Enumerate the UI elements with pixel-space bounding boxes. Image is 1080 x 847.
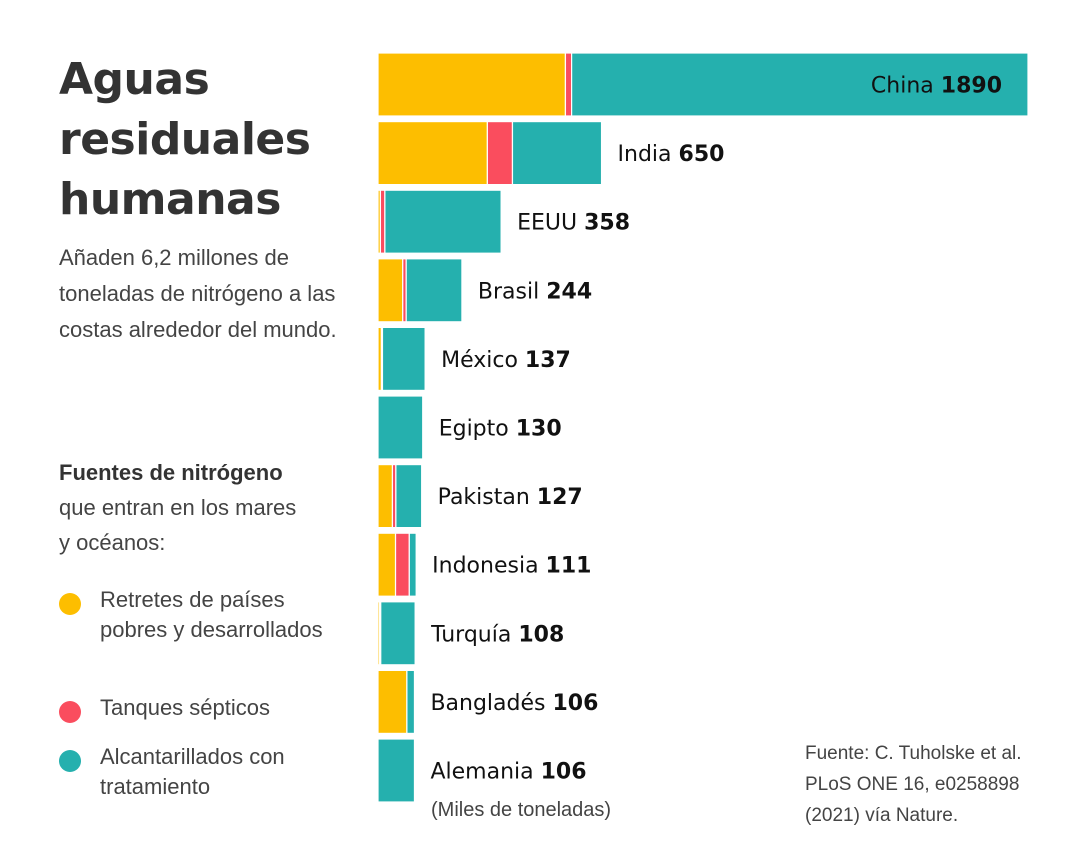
bar-value: 244	[546, 279, 592, 304]
sources-description: que entran en los mares y océanos:	[59, 495, 297, 555]
bar-segment	[571, 52, 1029, 117]
bar-label-text: EEUU 358	[517, 211, 630, 236]
bar-segment	[377, 532, 397, 597]
unit-note: (Miles de toneladas)	[431, 799, 612, 821]
bar-group	[377, 258, 463, 323]
title-line: residuales	[59, 114, 311, 165]
bar-label: Indonesia	[432, 554, 545, 579]
bar-group	[377, 189, 502, 254]
left-panel: Aguas residuales humanas Añaden 6,2 mill…	[59, 50, 359, 348]
bar-label-text: Turquía 108	[430, 622, 564, 647]
bar-value: 1890	[941, 74, 1002, 99]
bar-group	[377, 52, 1029, 117]
bar-label: India	[618, 142, 679, 167]
bar-segment	[377, 258, 404, 323]
bar-value: 127	[537, 485, 583, 510]
bar-group	[377, 738, 416, 803]
bar-label-text: Pakistan 127	[438, 485, 583, 510]
bar-group	[377, 120, 603, 186]
bar-segment	[408, 532, 417, 597]
bar-segment	[486, 120, 514, 186]
source-line: PLoS ONE 16, e0258898	[805, 774, 1020, 795]
bar-group	[377, 601, 416, 666]
bar-value: 106	[552, 691, 598, 716]
bar-label: Bangladés	[430, 691, 552, 716]
bar-label-text: Bangladés 106	[430, 691, 598, 716]
bar-group	[377, 464, 423, 529]
legend-swatch-red	[59, 701, 81, 723]
bar-segment	[380, 601, 416, 666]
bar-label: EEUU	[517, 211, 584, 236]
bar-value: 106	[541, 760, 587, 785]
bar-value: 111	[546, 554, 592, 579]
legend-swatch-teal	[59, 750, 81, 772]
bar-segment	[377, 464, 394, 529]
sources-block: Fuentes de nitrógeno que entran en los m…	[59, 456, 339, 560]
bar-label: Turquía	[430, 622, 518, 647]
bar-segment	[377, 52, 567, 117]
bar-segment	[395, 464, 423, 529]
source-line: (2021) vía Nature.	[805, 805, 959, 826]
bar-group	[377, 395, 424, 460]
legend-label: Alcantarillados con tratamiento	[100, 744, 285, 799]
bar-label: Brasil	[478, 279, 546, 304]
bar-segment	[377, 395, 424, 460]
bar-label-text: India 650	[618, 142, 725, 167]
title-line: humanas	[59, 174, 281, 225]
chart-title: Aguas residuales humanas	[59, 50, 359, 230]
bar-group	[377, 532, 417, 597]
bar-label: Pakistan	[438, 485, 537, 510]
bar-label: Alemania	[430, 760, 540, 785]
bar-label-text: Brasil 244	[478, 279, 592, 304]
bar-group	[377, 669, 416, 735]
sources-heading: Fuentes de nitrógeno	[59, 460, 283, 485]
bar-value: 137	[525, 348, 571, 373]
bar-segment	[381, 326, 426, 391]
bar-segment	[511, 120, 603, 186]
bar-segment	[377, 669, 408, 735]
bar-value: 650	[679, 142, 725, 167]
bar-value: 108	[518, 622, 564, 647]
bar-segment	[405, 258, 463, 323]
bar-label-text: Alemania 106	[430, 760, 586, 785]
bar-label: China	[871, 74, 941, 99]
legend-swatch-yellow	[59, 593, 81, 615]
bar-segment	[379, 189, 386, 254]
source-line: Fuente: C. Tuholske et al.	[805, 743, 1022, 764]
bar-segment	[564, 52, 573, 117]
bar-label-text: México 137	[441, 348, 571, 373]
source-note: Fuente: C. Tuholske et al. PLoS ONE 16, …	[805, 738, 1075, 831]
bar-label: Egipto	[439, 417, 516, 442]
bar-value: 130	[516, 417, 562, 442]
bar-label: México	[441, 348, 525, 373]
bar-segment	[406, 669, 416, 735]
bar-segment	[377, 738, 416, 803]
bar-segment	[377, 120, 488, 186]
bar-segment	[384, 189, 502, 254]
legend-label: Tanques sépticos	[100, 695, 270, 720]
chart-subtitle: Añaden 6,2 millones de toneladas de nitr…	[59, 245, 337, 342]
bar-label-text: Indonesia 111	[432, 554, 591, 579]
bar-label-text: Egipto 130	[439, 417, 562, 442]
bar-label-text: China 1890	[871, 74, 1002, 99]
bar-segment	[394, 532, 410, 597]
legend-label: Retretes de países pobres y desarrollado…	[100, 587, 323, 642]
bar-group	[377, 326, 426, 391]
title-line: Aguas	[59, 54, 210, 105]
bar-value: 358	[584, 211, 630, 236]
